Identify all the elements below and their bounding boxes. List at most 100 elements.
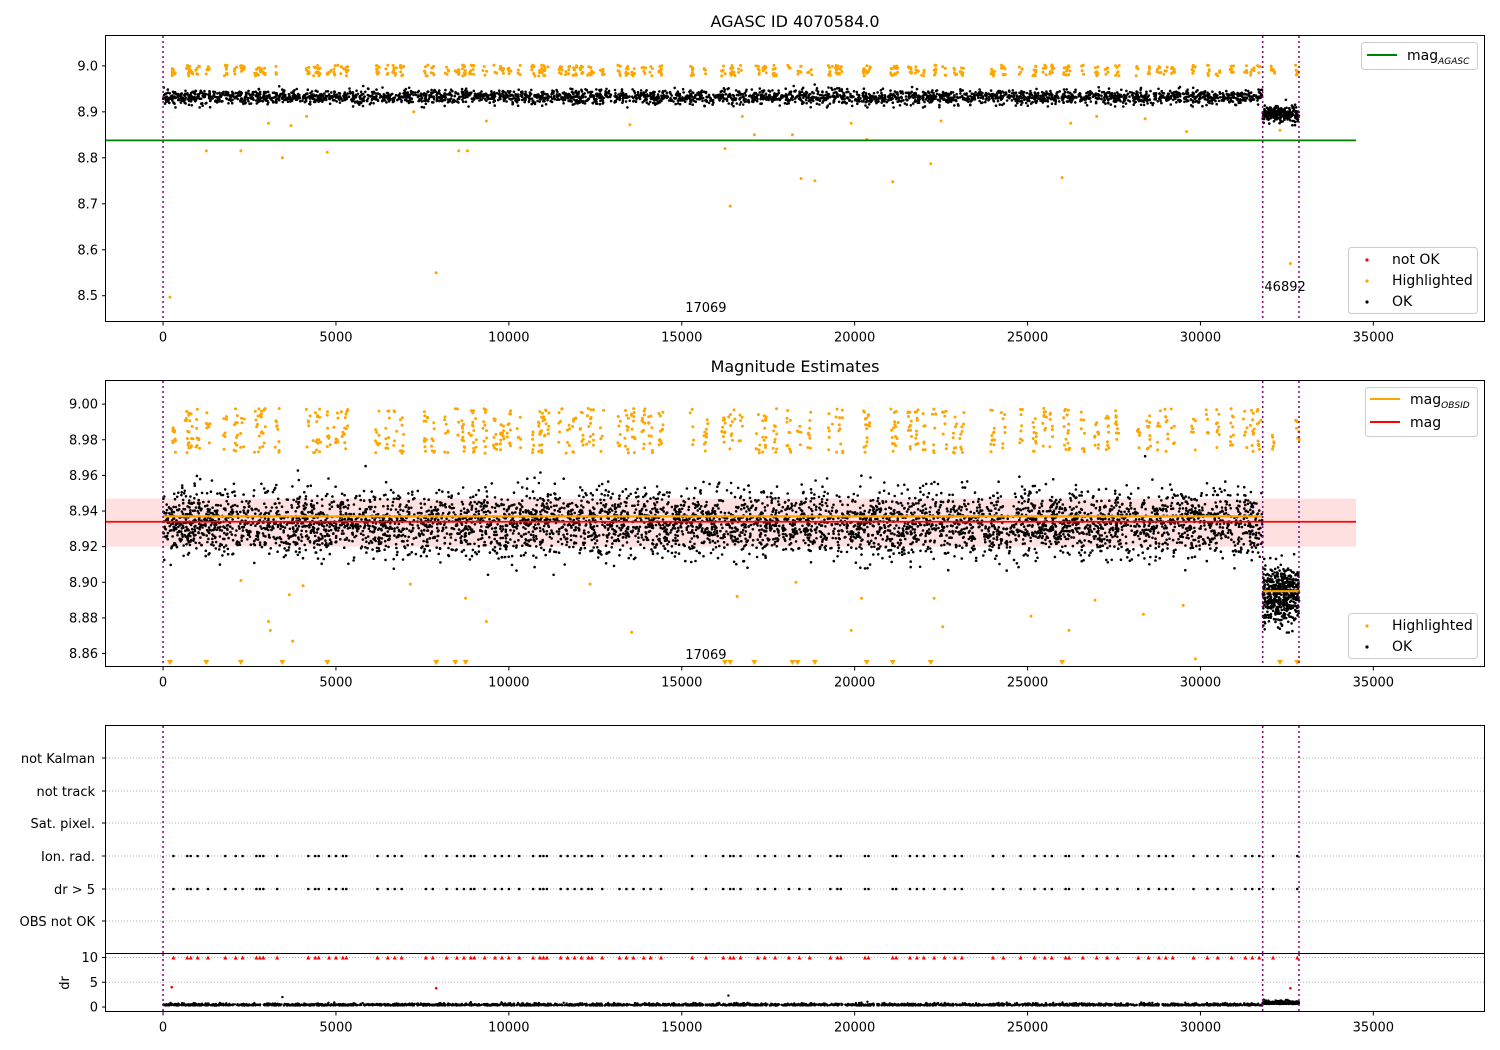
highlighted-point xyxy=(307,66,310,69)
ok-point xyxy=(1215,103,1218,106)
ok-point xyxy=(524,91,527,94)
ok-point xyxy=(262,100,265,103)
highlighted-point xyxy=(724,72,727,75)
ok-point xyxy=(914,497,917,500)
ok-point xyxy=(911,86,914,89)
ok-point xyxy=(778,97,781,100)
ok-point xyxy=(1168,96,1171,99)
ok-point xyxy=(275,542,278,545)
ok-point xyxy=(1090,100,1093,103)
ok-point xyxy=(777,500,780,503)
ok-point xyxy=(752,94,755,97)
ok-point xyxy=(1128,95,1131,98)
highlighted-point xyxy=(267,122,270,125)
highlighted-point xyxy=(1158,71,1161,74)
highlighted-point xyxy=(1259,65,1262,68)
ok-point xyxy=(358,95,361,98)
ok-point xyxy=(1198,98,1201,101)
ok-point xyxy=(1031,101,1034,104)
ok-point xyxy=(1205,104,1208,107)
highlighted-point xyxy=(808,70,811,73)
ok-point xyxy=(1184,495,1187,498)
ok-point xyxy=(735,97,738,100)
highlighted-point xyxy=(829,70,832,73)
ok-point xyxy=(392,99,395,102)
ok-point xyxy=(1114,92,1117,95)
ok-point xyxy=(375,95,378,98)
ok-point xyxy=(1063,88,1066,91)
ok-point xyxy=(679,99,682,102)
ok-point xyxy=(183,94,186,97)
ok-point xyxy=(822,100,825,103)
ok-point xyxy=(255,95,258,98)
highlighted-point xyxy=(869,65,872,68)
ok-point xyxy=(1172,99,1175,102)
highlighted-point xyxy=(1296,72,1299,75)
ok-point xyxy=(927,99,930,102)
ok-point xyxy=(721,96,724,99)
ok-point xyxy=(293,95,296,98)
ok-point xyxy=(1267,108,1270,111)
highlighted-point xyxy=(239,149,242,152)
ok-point xyxy=(779,104,782,107)
ok-point xyxy=(759,98,762,101)
ok-point xyxy=(895,91,898,94)
ok-point xyxy=(1016,95,1019,98)
ok-point xyxy=(765,96,768,99)
ok-point xyxy=(238,527,241,530)
ok-point xyxy=(614,89,617,92)
ok-point xyxy=(810,101,813,104)
ok-point xyxy=(477,93,480,96)
ok-point xyxy=(1127,93,1130,96)
ok-point xyxy=(794,101,797,104)
ok-point xyxy=(1219,523,1222,526)
ok-point xyxy=(1088,97,1091,100)
ok-point xyxy=(241,101,244,104)
ok-point xyxy=(1008,97,1011,100)
ok-point xyxy=(1200,93,1203,96)
ok-point xyxy=(461,95,464,98)
ok-point xyxy=(501,556,504,559)
highlighted-point xyxy=(589,66,592,69)
ok-point xyxy=(1071,94,1074,97)
highlighted-point xyxy=(580,65,583,68)
ok-point xyxy=(1103,96,1106,99)
ok-point xyxy=(649,101,652,104)
ok-point xyxy=(1054,103,1057,106)
ok-point xyxy=(829,95,832,98)
ok-point xyxy=(598,89,601,92)
ok-point xyxy=(1039,99,1042,102)
ok-point xyxy=(906,99,909,102)
ok-point xyxy=(341,99,344,102)
ok-point xyxy=(903,525,906,528)
ok-point xyxy=(1182,92,1185,95)
ok-point xyxy=(789,538,792,541)
ok-point xyxy=(1065,88,1068,91)
ok-point xyxy=(969,90,972,93)
ok-point xyxy=(450,94,453,97)
ok-point xyxy=(517,93,520,96)
ok-point xyxy=(556,91,559,94)
ok-point xyxy=(708,94,711,97)
ok-point xyxy=(551,89,554,92)
highlighted-point xyxy=(934,72,937,75)
highlighted-point xyxy=(493,71,496,74)
ok-point xyxy=(922,91,925,94)
ok-point xyxy=(367,87,370,90)
ok-point xyxy=(436,539,439,542)
ok-point xyxy=(1159,100,1162,103)
ok-point xyxy=(275,101,278,104)
ok-point xyxy=(217,97,220,100)
ok-point xyxy=(359,101,362,104)
ok-point xyxy=(430,89,433,92)
ok-point xyxy=(461,88,464,91)
ok-point xyxy=(1272,113,1275,116)
highlighted-point xyxy=(1243,71,1246,74)
highlighted-point xyxy=(1042,71,1045,74)
y-tick-label: 8.6 xyxy=(77,243,98,258)
highlighted-point xyxy=(890,73,893,76)
ok-point xyxy=(677,90,680,93)
ok-point xyxy=(303,544,306,547)
highlighted-point xyxy=(171,69,174,72)
ok-point xyxy=(355,89,358,92)
